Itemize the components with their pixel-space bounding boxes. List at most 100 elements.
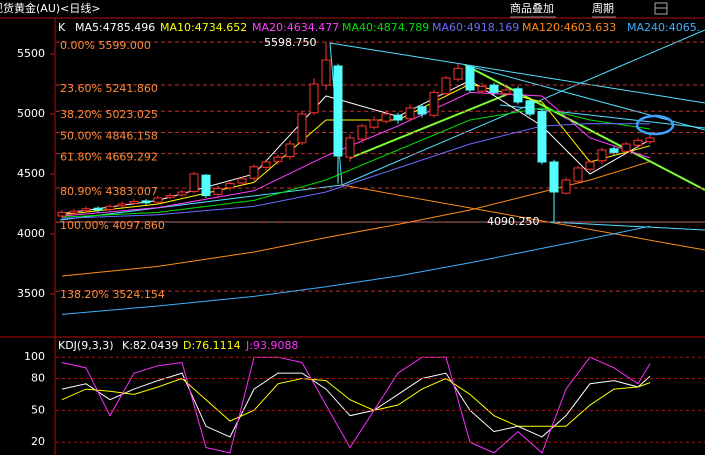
- legend-entry: K:82.0439: [122, 339, 178, 352]
- y-tick-label: 4000: [17, 227, 45, 240]
- candle-body: [213, 187, 223, 195]
- candle-body: [297, 113, 307, 144]
- trend-line: [341, 184, 705, 251]
- window-title: 现货黄金(AU)<日线>: [0, 1, 101, 15]
- indicator-line: [61, 356, 651, 454]
- main-panel: 0.00% 5599.000 23.60% 5241.860 38.20% 5023…: [56, 29, 705, 315]
- candle-body: [453, 67, 463, 80]
- indicator-line: [61, 161, 651, 277]
- trend-line: [464, 64, 705, 191]
- candle-body: [273, 156, 283, 162]
- candle-body: [597, 149, 607, 162]
- trend-line: [349, 93, 509, 159]
- candle-body: [393, 114, 403, 121]
- overlay-button[interactable]: 商品叠加: [510, 1, 554, 15]
- legend-entry: D:76.1114: [183, 339, 241, 352]
- period-button[interactable]: 周期: [592, 2, 614, 15]
- trend-line: [329, 42, 705, 104]
- candle-body: [405, 107, 415, 120]
- candle-body: [645, 137, 655, 143]
- candle-body: [141, 200, 151, 204]
- legend-entry: MA20:4634.477: [252, 21, 339, 34]
- fib-label: 80.90% 4383.007: [60, 185, 158, 198]
- candle-body: [117, 203, 127, 207]
- legend-entry: MA40:4874.789: [342, 21, 429, 34]
- candle-body: [105, 205, 115, 210]
- legend-entry: MA240:4065.: [627, 21, 700, 34]
- candle-body: [69, 210, 79, 214]
- legend-entry: MA5:4785.496: [75, 21, 155, 34]
- candle-body: [477, 85, 487, 92]
- candle-body: [381, 113, 391, 122]
- candle-body: [201, 174, 211, 197]
- y-tick-label: 80: [31, 371, 45, 384]
- trend-line: [549, 221, 705, 231]
- candle-body: [573, 167, 583, 182]
- trend-line: [464, 64, 705, 131]
- indicator-line: [61, 107, 651, 218]
- legend-entry: MA60:4918.169: [432, 21, 519, 34]
- candle-body: [561, 179, 571, 194]
- candle-body: [513, 88, 523, 103]
- y-tick-label: 50: [31, 403, 45, 416]
- fib-label: 100.00% 4097.860: [60, 219, 165, 232]
- candle-body: [333, 65, 343, 157]
- candle-body: [57, 211, 67, 217]
- header-bar: 现货黄金(AU)<日线> 商品叠加 周期: [0, 1, 668, 18]
- fib-label: 38.20% 5023.025: [60, 108, 158, 121]
- y-tick-label: 3500: [17, 287, 45, 300]
- candle-body: [357, 125, 367, 140]
- y-tick-label: 100: [24, 350, 45, 363]
- candle-body: [609, 148, 619, 153]
- indicator-line: [61, 225, 651, 315]
- fib-label: 23.60% 5241.860: [60, 82, 158, 95]
- y-tick-label: 20: [31, 435, 45, 448]
- candle-body: [285, 143, 295, 158]
- candle-body: [345, 137, 355, 158]
- candle-body: [633, 139, 643, 146]
- candle-body: [177, 191, 187, 196]
- price-annotation: 4090.250: [487, 215, 540, 228]
- candle-body: [81, 208, 91, 212]
- kdj-panel: [61, 356, 651, 454]
- y-tick-label: 4500: [17, 167, 45, 180]
- candle-body: [369, 119, 379, 128]
- candle-body: [225, 183, 235, 189]
- y-tick-label: 5500: [17, 47, 45, 60]
- candle-body: [501, 89, 511, 95]
- panel-title: KDJ(9,3,3): [58, 339, 114, 352]
- trend-line: [59, 184, 343, 221]
- indicator-line: [61, 372, 651, 438]
- legend-entry: MA10:4734.652: [160, 21, 247, 34]
- panel-label: K: [58, 21, 66, 34]
- fib-label: 0.00% 5599.000: [60, 39, 151, 52]
- candle-body: [585, 161, 595, 170]
- candle-body: [153, 197, 163, 203]
- candle-body: [621, 143, 631, 152]
- candle-body: [489, 84, 499, 93]
- legend-entry: MA120:4603.633: [522, 21, 616, 34]
- candle-body: [321, 59, 331, 86]
- highlight-ellipse: [635, 114, 675, 136]
- fib-label: 61.80% 4669.292: [60, 151, 158, 164]
- y-tick-label: 5000: [17, 107, 45, 120]
- candle-body: [165, 195, 175, 198]
- candle-body: [93, 207, 103, 211]
- candle-body: [249, 166, 259, 179]
- candle-body: [261, 161, 271, 168]
- candle-body: [429, 91, 439, 116]
- candle-body: [237, 178, 247, 184]
- candle-body: [129, 201, 139, 204]
- candle-body: [525, 100, 535, 115]
- candle-body: [549, 161, 559, 193]
- indicator-line: [61, 377, 651, 427]
- price-annotation: 5598.750: [264, 36, 317, 49]
- fib-label: 138.20% 3524.154: [60, 288, 165, 301]
- legend-entry: J:93.9088: [245, 339, 298, 352]
- fib-label: 50.00% 4846.158: [60, 129, 158, 142]
- indicator-line: [61, 123, 651, 219]
- candle-body: [189, 173, 199, 192]
- candle-body: [537, 111, 547, 163]
- candle-body: [417, 106, 427, 115]
